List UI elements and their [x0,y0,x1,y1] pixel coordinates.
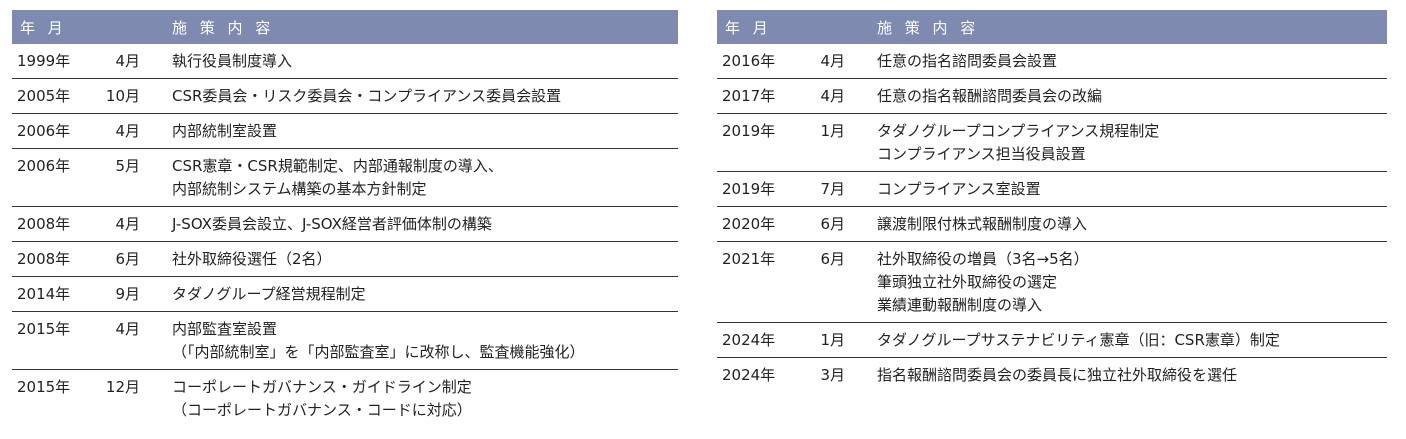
table-row: 2005年 10月 CSR委員会・リスク委員会・コンプライアンス委員会設置 [12,79,678,114]
year-cell: 2006年 [17,122,71,140]
month-cell: 3月 [820,366,845,384]
month-cell: 1月 [820,331,845,349]
month-cell: 4月 [115,320,140,338]
year-cell: 2016年 [722,52,776,70]
table-row: 2024年 3月 指名報酬諮問委員会の委員長に独立社外取締役を選任 [717,358,1387,392]
year-cell: 1999年 [17,52,71,70]
month-cell: 10月 [105,87,140,105]
content-cell: タダノグループサステナビリティ憲章（旧：CSR憲章）制定 [877,331,1280,349]
table-row: 2024年 1月 タダノグループサステナビリティ憲章（旧：CSR憲章）制定 [717,323,1387,358]
year-cell: 2024年 [722,331,776,349]
table-row: 2020年 6月 譲渡制限付株式報酬制度の導入 [717,207,1387,242]
content-cell: タダノグループ経営規程制定 [172,285,366,303]
content-cell: J-SOX委員会設立、J-SOX経営者評価体制の構築 [172,215,492,233]
month-cell: 4月 [115,215,140,233]
year-cell: 2014年 [17,285,71,303]
year-cell: 2006年 [17,157,71,175]
table-row: 2015年 4月 内部監査室設置 （「内部統制室」を「内部監査室」に改称し、監査機能… [12,312,678,370]
month-cell: 12月 [105,378,140,396]
content-cell: 譲渡制限付株式報酬制度の導入 [877,215,1088,233]
content-cell: 内部統制室設置 [172,122,278,140]
header-content: 施 策 内 容 [172,18,275,37]
year-cell: 2008年 [17,250,71,268]
month-cell: 4月 [820,52,845,70]
table-row: 2016年 4月 任意の指名諮問委員会設置 [717,44,1387,79]
content-cell: 任意の指名報酬諮問委員会の改編 [877,87,1103,105]
content-cell: コーポレートガバナンス・ガイドライン制定 （コーポレートガバナンス・コードに対応… [172,378,472,419]
content-cell: タダノグループコンプライアンス規程制定 コンプライアンス担当役員設置 [877,122,1160,163]
table-row: 1999年 4月 執行役員制度導入 [12,44,678,79]
header-date: 年 月 [20,18,67,37]
governance-history-table-left: 年 月 施 策 内 容 1999年 4月 執行役員制度導入 2005年 10月 CSR委員会・… [12,10,678,427]
header-content: 施 策 内 容 [877,18,980,37]
table-row: 2014年 9月 タダノグループ経営規程制定 [12,277,678,312]
month-cell: 6月 [115,250,140,268]
table-row: 2017年 4月 任意の指名報酬諮問委員会の改編 [717,79,1387,114]
month-cell: 1月 [820,122,845,140]
month-cell: 6月 [820,215,845,233]
year-cell: 2015年 [17,378,71,396]
content-cell: CSR委員会・リスク委員会・コンプライアンス委員会設置 [172,87,562,105]
month-cell: 6月 [820,250,845,268]
year-cell: 2019年 [722,122,776,140]
table-row: 2019年 1月 タダノグループコンプライアンス規程制定 コンプライアンス担当役員設… [717,114,1387,172]
month-cell: 7月 [820,180,845,198]
table-row: 2008年 6月 社外取締役選任（2名） [12,242,678,277]
year-cell: 2015年 [17,320,71,338]
table-row: 2021年 6月 社外取締役の増員（3名→5名） 筆頭独立社外取締役の選定 業績連動… [717,242,1387,323]
year-cell: 2008年 [17,215,71,233]
year-cell: 2024年 [722,366,776,384]
table-header: 年 月施 策 内 容 [717,10,1387,44]
month-cell: 4月 [115,52,140,70]
month-cell: 4月 [115,122,140,140]
content-cell: 執行役員制度導入 [172,52,293,70]
content-cell: 社外取締役選任（2名） [172,250,332,268]
table-row: 2019年 7月 コンプライアンス室設置 [717,172,1387,207]
table-row: 2006年 5月 CSR憲章・CSR規範制定、内部通報制度の導入、 内部統制システム… [12,149,678,207]
table-header: 年 月施 策 内 容 [12,10,678,44]
year-cell: 2019年 [722,180,776,198]
content-cell: CSR憲章・CSR規範制定、内部通報制度の導入、 内部統制システム構築の基本方針… [172,157,503,198]
content-cell: コンプライアンス室設置 [877,180,1041,198]
month-cell: 9月 [115,285,140,303]
content-cell: 内部監査室設置 （「内部統制室」を「内部監査室」に改称し、監査機能強化） [172,320,585,361]
year-cell: 2021年 [722,250,776,268]
year-cell: 2017年 [722,87,776,105]
table-row: 2008年 4月 J-SOX委員会設立、J-SOX経営者評価体制の構築 [12,207,678,242]
year-cell: 2020年 [722,215,776,233]
content-cell: 任意の指名諮問委員会設置 [877,52,1058,70]
month-cell: 5月 [115,157,140,175]
month-cell: 4月 [820,87,845,105]
table-row: 2015年 12月 コーポレートガバナンス・ガイドライン制定 （コーポレートガバナン… [12,370,678,427]
content-cell: 社外取締役の増員（3名→5名） 筆頭独立社外取締役の選定 業績連動報酬制度の導入 [877,250,1089,314]
content-cell: 指名報酬諮問委員会の委員長に独立社外取締役を選任 [877,366,1238,384]
header-date: 年 月 [725,18,772,37]
governance-history-table-right: 年 月施 策 内 容 2016年 4月 任意の指名諮問委員会設置 2017年 4月 任意の指… [717,10,1387,392]
table-row: 2006年 4月 内部統制室設置 [12,114,678,149]
year-cell: 2005年 [17,87,71,105]
